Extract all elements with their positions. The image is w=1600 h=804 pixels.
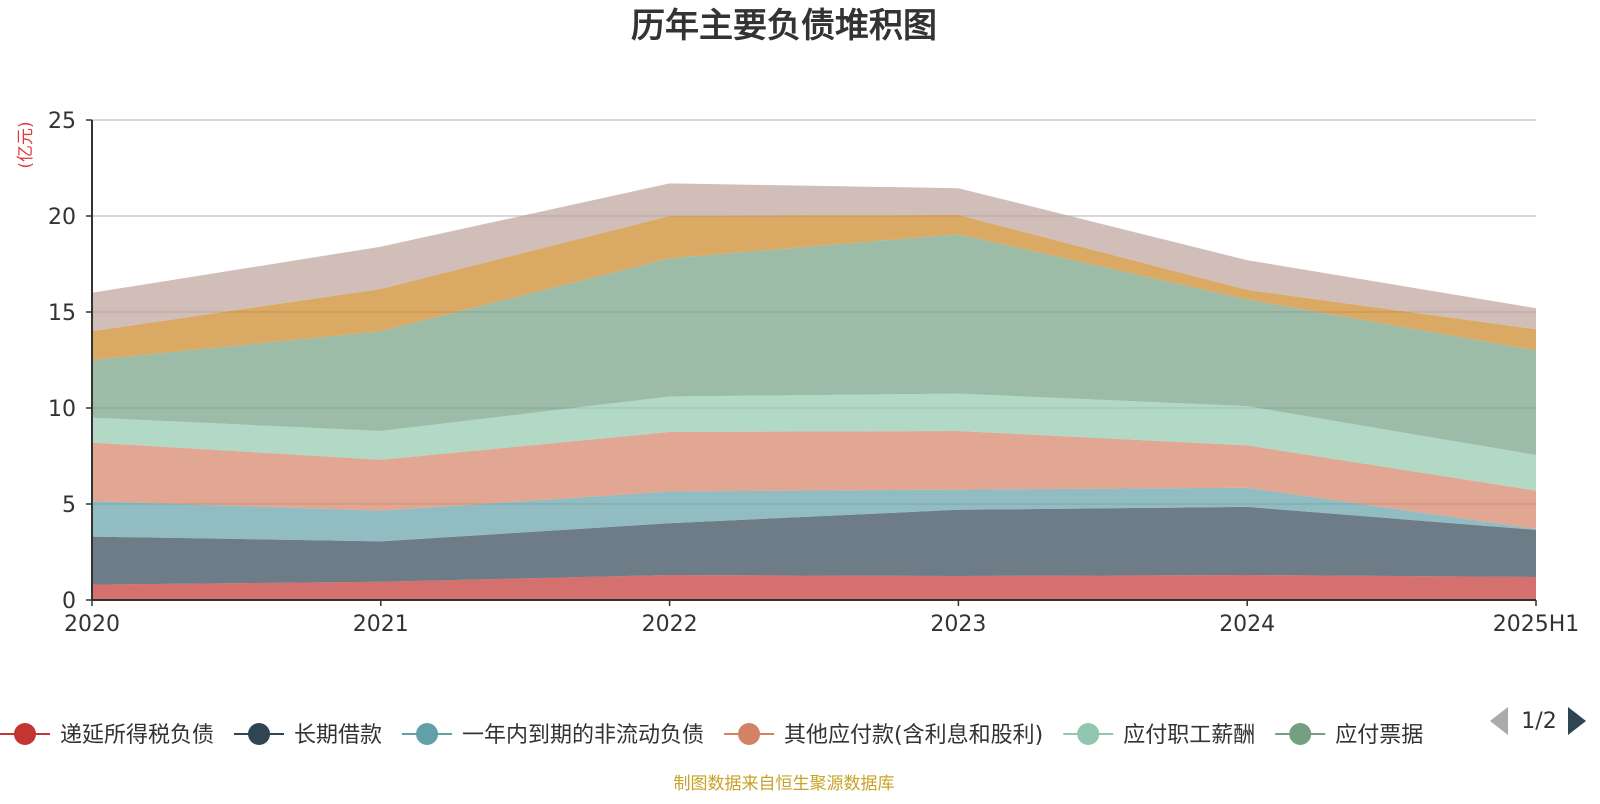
area-series-2 <box>92 506 1536 585</box>
legend-marker-icon <box>416 723 439 745</box>
legend-item[interactable]: 应付职工薪酬 <box>1063 723 1255 748</box>
legend-item[interactable]: 其他应付款(含利息和股利) <box>724 723 1043 748</box>
legend-item[interactable]: 一年内到期的非流动负债 <box>402 723 704 748</box>
area-series-4 <box>92 431 1536 529</box>
legend-marker-icon <box>1077 723 1100 745</box>
legend-label: 长期借款 <box>294 723 382 748</box>
area-series-group <box>92 183 1536 600</box>
x-tick-label: 2022 <box>642 612 698 637</box>
legend-label: 应付票据 <box>1335 723 1423 748</box>
y-tick-label: 15 <box>48 301 76 326</box>
y-tick-label: 0 <box>62 589 76 614</box>
area-series-1 <box>92 575 1536 600</box>
legend-marker-icon <box>738 723 761 745</box>
area-series-8 <box>92 183 1536 332</box>
y-tick-label: 5 <box>62 493 76 518</box>
legend-prev-page-icon[interactable] <box>1490 707 1508 735</box>
x-tick-label: 2024 <box>1219 612 1275 637</box>
area-series-3 <box>92 487 1536 542</box>
y-tick-label: 25 <box>48 109 76 134</box>
legend-pager: 1/2 <box>1490 707 1586 735</box>
x-tick-label: 2023 <box>930 612 986 637</box>
legend-label: 递延所得税负债 <box>60 723 214 748</box>
chart-title: 历年主要负债堆积图 <box>631 6 937 46</box>
area-series-6 <box>92 234 1536 455</box>
legend-item[interactable]: 应付票据 <box>1275 723 1423 748</box>
legend: 递延所得税负债 长期借款 一年内到期的非流动负债 其他应付款(含利息和股利) 应付职工薪… <box>0 723 1423 748</box>
data-source-note: 制图数据来自恒生聚源数据库 <box>674 774 895 794</box>
legend-marker-icon <box>14 723 36 745</box>
y-tick-label: 20 <box>48 205 76 230</box>
legend-page-indicator: 1/2 <box>1521 709 1556 734</box>
legend-next-page-icon[interactable] <box>1568 707 1586 735</box>
x-tick-label: 2020 <box>64 612 120 637</box>
x-tick-label: 2025H1 <box>1493 612 1580 637</box>
legend-label: 一年内到期的非流动负债 <box>462 723 704 748</box>
x-tick-label: 2021 <box>353 612 409 637</box>
y-tick-label: 10 <box>48 397 76 422</box>
y-axis-unit-label: (亿元) <box>16 121 36 168</box>
axes: 0 5 10 15 20 25 2020 2021 2022 2023 2024 2025H1 <box>48 109 1579 637</box>
legend-marker-icon <box>1289 723 1312 745</box>
legend-label: 应付职工薪酬 <box>1123 723 1255 748</box>
legend-item[interactable]: 递延所得税负债 <box>0 723 214 748</box>
legend-label: 其他应付款(含利息和股利) <box>784 723 1043 748</box>
area-series-7 <box>92 215 1536 360</box>
legend-item[interactable]: 长期借款 <box>234 723 382 748</box>
area-series-5 <box>92 393 1536 491</box>
legend-marker-icon <box>248 723 271 745</box>
